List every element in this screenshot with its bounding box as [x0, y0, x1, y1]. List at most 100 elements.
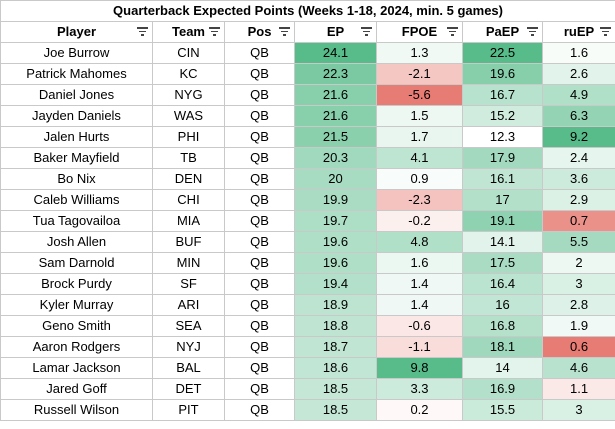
cell-ep[interactable]: 19.6 [294, 231, 377, 253]
cell-team[interactable]: ARI [152, 294, 225, 316]
cell-team[interactable]: PIT [152, 399, 225, 421]
cell-fpoe[interactable]: 9.8 [376, 357, 463, 379]
cell-team[interactable]: MIA [152, 210, 225, 232]
cell-ep[interactable]: 21.6 [294, 84, 377, 106]
cell-paep[interactable]: 18.1 [462, 336, 543, 358]
cell-team[interactable]: MIN [152, 252, 225, 274]
cell-fpoe[interactable]: 1.3 [376, 42, 463, 64]
cell-ep[interactable]: 22.3 [294, 63, 377, 85]
cell-paep[interactable]: 16.7 [462, 84, 543, 106]
cell-ep[interactable]: 18.7 [294, 336, 377, 358]
cell-ep[interactable]: 18.6 [294, 357, 377, 379]
cell-player[interactable]: Lamar Jackson [0, 357, 153, 379]
column-header-paep[interactable]: PaEP [462, 21, 543, 43]
cell-fpoe[interactable]: -0.6 [376, 315, 463, 337]
cell-team[interactable]: SF [152, 273, 225, 295]
cell-fpoe[interactable]: 3.3 [376, 378, 463, 400]
cell-ruep[interactable]: 2.9 [541, 189, 615, 211]
cell-fpoe[interactable]: 1.7 [376, 126, 463, 148]
cell-fpoe[interactable]: -0.2 [376, 210, 463, 232]
cell-ep[interactable]: 20.3 [294, 147, 377, 169]
cell-ruep[interactable]: 6.3 [541, 105, 615, 127]
cell-pos[interactable]: QB [224, 231, 295, 253]
cell-ruep[interactable]: 3 [541, 273, 615, 295]
cell-pos[interactable]: QB [224, 315, 295, 337]
cell-team[interactable]: KC [152, 63, 225, 85]
cell-player[interactable]: Joe Burrow [0, 42, 153, 64]
cell-ruep[interactable]: 4.6 [541, 357, 615, 379]
cell-paep[interactable]: 15.5 [462, 399, 543, 421]
cell-paep[interactable]: 22.5 [462, 42, 543, 64]
filter-icon[interactable] [446, 26, 458, 38]
cell-ruep[interactable]: 1.1 [541, 378, 615, 400]
cell-ep[interactable]: 21.6 [294, 105, 377, 127]
cell-ruep[interactable]: 2.6 [541, 63, 615, 85]
cell-ruep[interactable]: 1.9 [541, 315, 615, 337]
cell-ruep[interactable]: 4.9 [541, 84, 615, 106]
cell-player[interactable]: Aaron Rodgers [0, 336, 153, 358]
cell-pos[interactable]: QB [224, 84, 295, 106]
cell-ruep[interactable]: 2.4 [541, 147, 615, 169]
cell-player[interactable]: Jalen Hurts [0, 126, 153, 148]
cell-pos[interactable]: QB [224, 399, 295, 421]
cell-ruep[interactable]: 3 [541, 399, 615, 421]
cell-team[interactable]: CIN [152, 42, 225, 64]
cell-ep[interactable]: 20 [294, 168, 377, 190]
cell-fpoe[interactable]: 1.4 [376, 294, 463, 316]
cell-ruep[interactable]: 5.5 [541, 231, 615, 253]
cell-ep[interactable]: 18.8 [294, 315, 377, 337]
cell-player[interactable]: Kyler Murray [0, 294, 153, 316]
filter-icon[interactable] [360, 26, 372, 38]
cell-paep[interactable]: 16 [462, 294, 543, 316]
cell-fpoe[interactable]: 1.4 [376, 273, 463, 295]
cell-fpoe[interactable]: 1.5 [376, 105, 463, 127]
cell-team[interactable]: DET [152, 378, 225, 400]
cell-pos[interactable]: QB [224, 378, 295, 400]
cell-ruep[interactable]: 9.2 [541, 126, 615, 148]
cell-ep[interactable]: 18.5 [294, 378, 377, 400]
cell-ruep[interactable]: 0.6 [541, 336, 615, 358]
cell-pos[interactable]: QB [224, 273, 295, 295]
cell-paep[interactable]: 14 [462, 357, 543, 379]
cell-ep[interactable]: 19.9 [294, 189, 377, 211]
filter-icon[interactable] [136, 26, 148, 38]
cell-team[interactable]: TB [152, 147, 225, 169]
cell-pos[interactable]: QB [224, 147, 295, 169]
cell-pos[interactable]: QB [224, 357, 295, 379]
cell-fpoe[interactable]: 4.8 [376, 231, 463, 253]
cell-paep[interactable]: 16.4 [462, 273, 543, 295]
cell-ruep[interactable]: 0.7 [541, 210, 615, 232]
cell-ep[interactable]: 19.6 [294, 252, 377, 274]
cell-ep[interactable]: 19.4 [294, 273, 377, 295]
cell-team[interactable]: NYJ [152, 336, 225, 358]
column-header-pos[interactable]: Pos [224, 21, 295, 43]
cell-fpoe[interactable]: 4.1 [376, 147, 463, 169]
cell-player[interactable]: Geno Smith [0, 315, 153, 337]
cell-paep[interactable]: 12.3 [462, 126, 543, 148]
filter-icon[interactable] [526, 26, 538, 38]
cell-pos[interactable]: QB [224, 126, 295, 148]
cell-player[interactable]: Caleb Williams [0, 189, 153, 211]
cell-paep[interactable]: 19.1 [462, 210, 543, 232]
cell-ep[interactable]: 21.5 [294, 126, 377, 148]
cell-ep[interactable]: 24.1 [294, 42, 377, 64]
cell-ep[interactable]: 18.5 [294, 399, 377, 421]
cell-ruep[interactable]: 2 [541, 252, 615, 274]
cell-ruep[interactable]: 2.8 [541, 294, 615, 316]
cell-team[interactable]: NYG [152, 84, 225, 106]
cell-paep[interactable]: 15.2 [462, 105, 543, 127]
cell-pos[interactable]: QB [224, 105, 295, 127]
cell-team[interactable]: DEN [152, 168, 225, 190]
filter-icon[interactable] [599, 26, 611, 38]
cell-team[interactable]: CHI [152, 189, 225, 211]
column-header-ep[interactable]: EP [294, 21, 377, 43]
cell-pos[interactable]: QB [224, 210, 295, 232]
cell-fpoe[interactable]: 0.2 [376, 399, 463, 421]
cell-fpoe[interactable]: -2.1 [376, 63, 463, 85]
cell-player[interactable]: Brock Purdy [0, 273, 153, 295]
cell-team[interactable]: BUF [152, 231, 225, 253]
cell-ep[interactable]: 18.9 [294, 294, 377, 316]
cell-pos[interactable]: QB [224, 168, 295, 190]
cell-paep[interactable]: 16.1 [462, 168, 543, 190]
cell-player[interactable]: Jayden Daniels [0, 105, 153, 127]
